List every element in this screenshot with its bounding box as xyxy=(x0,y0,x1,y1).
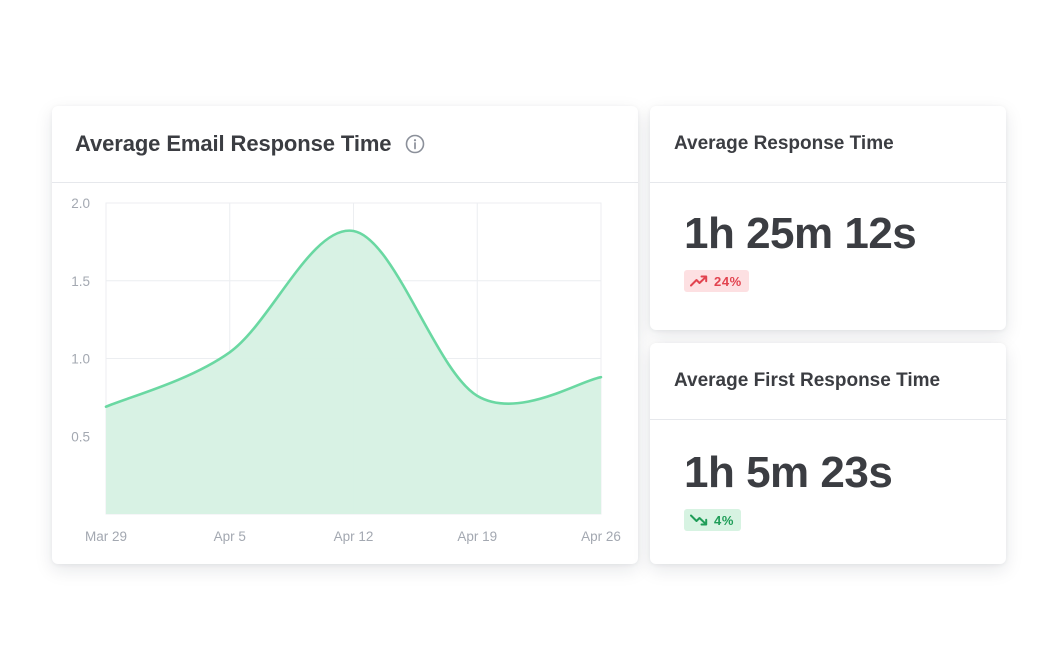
change-percent: 4% xyxy=(714,512,734,528)
area-fill xyxy=(106,230,601,514)
area-chart: 2.0 1.5 1.0 0.5 Mar 29 Apr 5 Apr 12 Apr 19 Apr 2… xyxy=(71,196,621,544)
y-tick-label: 1.5 xyxy=(71,274,90,289)
change-badge-down: 4% xyxy=(684,509,741,531)
metric-title: Average First Response Time xyxy=(674,370,941,391)
y-tick-label: 2.0 xyxy=(71,196,90,211)
metric-card-header: Average First Response Time xyxy=(650,343,1006,420)
metric-value: 1h 25m 12s xyxy=(684,209,917,258)
trending-up-icon xyxy=(690,275,708,287)
chart-card-header: Average Email Response Time xyxy=(52,106,638,183)
metric-value: 1h 5m 23s xyxy=(684,448,893,497)
metric-card-header: Average Response Time xyxy=(650,106,1006,183)
x-tick-label: Apr 5 xyxy=(214,529,246,544)
trending-down-icon xyxy=(690,514,708,526)
response-time-chart-card: 2.0 1.5 1.0 0.5 Mar 29 Apr 5 Apr 12 Apr 19 Apr 2… xyxy=(52,106,638,564)
y-tick-label: 0.5 xyxy=(71,429,90,444)
series-line xyxy=(104,229,603,409)
x-tick-label: Apr 12 xyxy=(334,529,374,544)
x-tick-label: Apr 26 xyxy=(581,529,621,544)
chart-title: Average Email Response Time xyxy=(75,131,392,156)
change-percent: 24% xyxy=(714,273,742,289)
x-tick-label: Mar 29 xyxy=(85,529,127,544)
x-tick-label: Apr 19 xyxy=(457,529,497,544)
metric-title: Average Response Time xyxy=(674,133,894,154)
avg-response-time-card: Average Response Time 1h 25m 12s 24% xyxy=(650,106,1006,330)
y-tick-label: 1.0 xyxy=(71,352,90,367)
avg-first-response-time-card: Average First Response Time 1h 5m 23s 4% xyxy=(650,343,1006,564)
change-badge-up: 24% xyxy=(684,270,749,292)
info-icon[interactable] xyxy=(405,134,425,154)
